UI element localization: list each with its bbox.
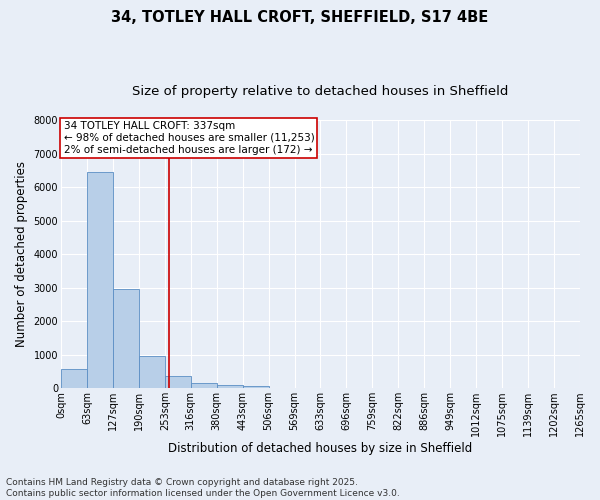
Bar bbox=[165, 376, 191, 388]
Title: Size of property relative to detached houses in Sheffield: Size of property relative to detached ho… bbox=[132, 85, 509, 98]
Bar bbox=[139, 356, 165, 388]
Y-axis label: Number of detached properties: Number of detached properties bbox=[15, 161, 28, 347]
Bar bbox=[61, 369, 87, 388]
X-axis label: Distribution of detached houses by size in Sheffield: Distribution of detached houses by size … bbox=[169, 442, 473, 455]
Text: 34, TOTLEY HALL CROFT, SHEFFIELD, S17 4BE: 34, TOTLEY HALL CROFT, SHEFFIELD, S17 4B… bbox=[112, 10, 488, 25]
Bar bbox=[191, 383, 217, 388]
Bar bbox=[242, 386, 269, 388]
Bar bbox=[113, 288, 139, 388]
Bar bbox=[217, 385, 242, 388]
Bar bbox=[87, 172, 113, 388]
Text: 34 TOTLEY HALL CROFT: 337sqm
← 98% of detached houses are smaller (11,253)
2% of: 34 TOTLEY HALL CROFT: 337sqm ← 98% of de… bbox=[64, 122, 314, 154]
Text: Contains HM Land Registry data © Crown copyright and database right 2025.
Contai: Contains HM Land Registry data © Crown c… bbox=[6, 478, 400, 498]
